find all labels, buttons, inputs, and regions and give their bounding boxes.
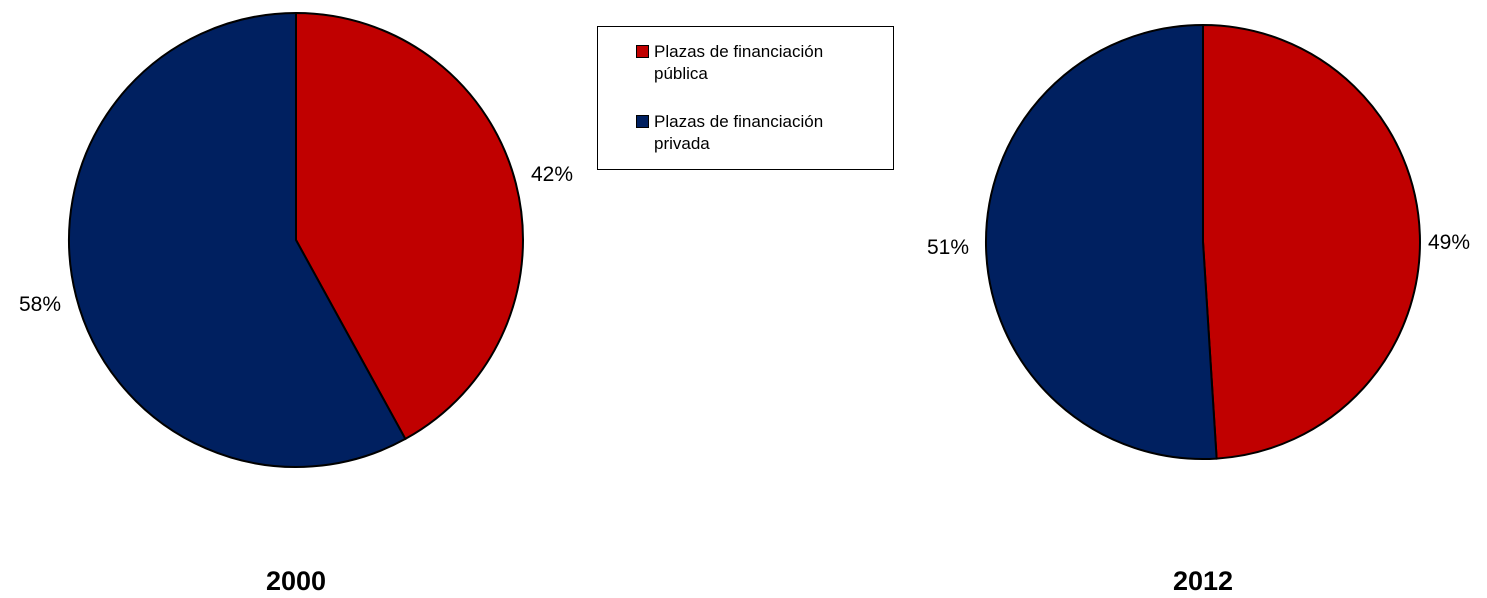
- legend-label-privada: Plazas de financiación privada: [654, 112, 824, 153]
- data-label-2000-privada: 58%: [19, 293, 61, 316]
- legend-swatch-privada: [636, 115, 649, 128]
- pie-slice-2000-privada: [68, 11, 407, 468]
- pie-title-2012: 2012: [1173, 566, 1233, 596]
- data-label-2012-publica: 49%: [1428, 231, 1470, 254]
- legend-item-publica: Plazas de financiación pública: [636, 41, 869, 85]
- data-label-2012-privada: 51%: [927, 236, 969, 259]
- pie-chart-2012: 49% 51%: [927, 23, 1470, 460]
- data-label-2000-publica: 42%: [531, 163, 573, 186]
- pie-chart-2000: 42% 58%: [19, 11, 573, 468]
- legend: Plazas de financiación pública Plazas de…: [597, 26, 894, 170]
- pie-slice-2012-publica: [1202, 23, 1421, 460]
- pie-slice-2000-publica: [295, 11, 524, 441]
- legend-item-privada: Plazas de financiación privada: [636, 111, 869, 155]
- legend-label-publica: Plazas de financiación pública: [654, 42, 824, 83]
- pie-title-2000: 2000: [266, 566, 326, 596]
- pie-slice-2012-privada: [984, 23, 1218, 460]
- legend-swatch-publica: [636, 45, 649, 58]
